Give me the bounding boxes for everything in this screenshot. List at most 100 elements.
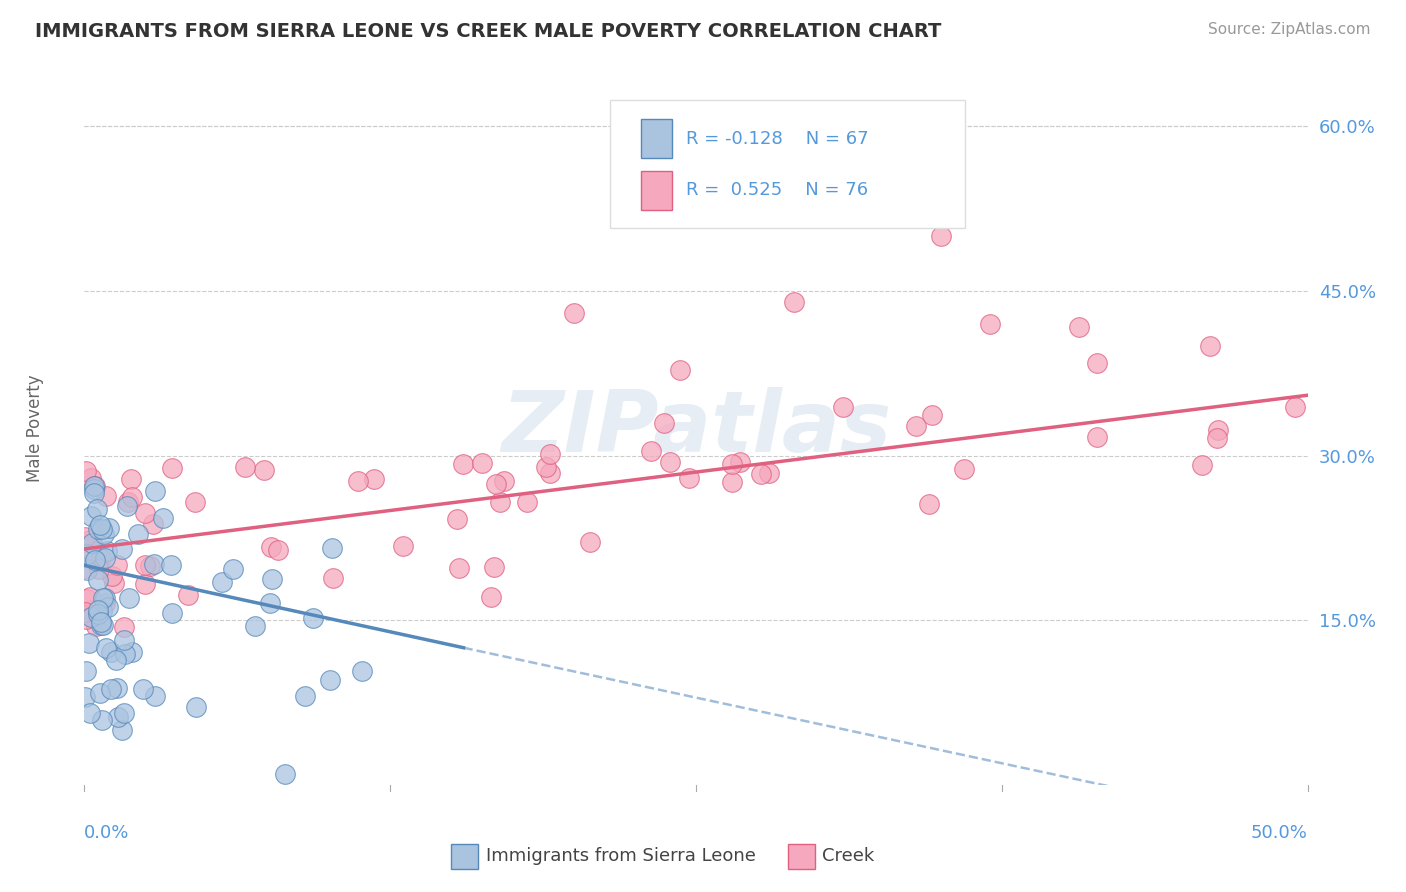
Point (121, 490, 143, 504)
Point (489, 495, 512, 509)
Point (77, 636, 100, 650)
Point (96, 544, 118, 558)
Point (1085, 430, 1108, 444)
Point (143, 689, 166, 703)
Point (103, 575, 125, 590)
Text: Male Poverty: Male Poverty (27, 375, 45, 482)
Point (100, 568, 122, 582)
Point (107, 709, 129, 723)
Point (534, 460, 557, 475)
FancyBboxPatch shape (451, 844, 478, 869)
Point (76, 563, 98, 577)
Point (1206, 424, 1229, 438)
Point (89, 517, 111, 532)
Point (484, 560, 506, 574)
Point (94, 489, 117, 503)
Point (114, 620, 136, 634)
Point (654, 416, 676, 430)
Point (75, 530, 97, 544)
Point (1198, 339, 1220, 353)
Point (94, 596, 117, 610)
FancyBboxPatch shape (787, 844, 814, 869)
Point (94, 591, 117, 605)
Point (322, 570, 344, 584)
Point (83, 486, 105, 500)
Point (91, 713, 114, 727)
Point (538, 467, 561, 481)
Point (82, 543, 104, 558)
Point (266, 543, 288, 558)
Point (479, 590, 502, 604)
FancyBboxPatch shape (610, 100, 965, 228)
Text: R = -0.128    N = 67: R = -0.128 N = 67 (686, 130, 869, 148)
Point (105, 681, 128, 696)
Point (921, 408, 943, 422)
Point (485, 476, 508, 491)
Point (904, 419, 927, 434)
Point (640, 443, 662, 458)
Point (669, 362, 692, 376)
Point (538, 447, 561, 461)
Point (79, 533, 101, 547)
Point (97, 600, 120, 615)
Point (91, 522, 114, 536)
Point (162, 606, 184, 620)
Point (211, 574, 233, 589)
Point (363, 472, 385, 486)
Point (720, 457, 742, 471)
Point (260, 540, 283, 554)
Point (134, 558, 156, 573)
Point (143, 484, 166, 499)
Point (86, 502, 108, 516)
Text: Creek: Creek (823, 847, 875, 865)
Point (186, 699, 208, 714)
Point (127, 526, 149, 541)
Point (658, 455, 681, 469)
Point (80, 603, 103, 617)
Point (104, 653, 127, 667)
Point (75, 464, 97, 478)
Point (1067, 320, 1090, 334)
Point (93, 591, 115, 606)
Text: ZIPatlas: ZIPatlas (501, 386, 891, 470)
Point (75, 690, 97, 704)
Point (105, 558, 128, 572)
Point (1284, 401, 1306, 415)
Point (87, 603, 110, 617)
Point (678, 471, 700, 485)
Point (117, 499, 139, 513)
Point (1085, 356, 1108, 370)
Point (94, 641, 117, 656)
Text: R =  0.525    N = 76: R = 0.525 N = 76 (686, 181, 869, 199)
Point (578, 535, 600, 549)
Point (321, 541, 343, 555)
Point (91, 604, 114, 618)
Point (134, 576, 156, 591)
Point (470, 456, 492, 470)
Point (352, 664, 374, 678)
Point (87, 607, 110, 621)
Point (93, 550, 115, 565)
Point (118, 591, 141, 605)
Point (749, 467, 772, 481)
Point (142, 557, 165, 571)
Point (134, 506, 156, 520)
Point (446, 512, 468, 526)
Text: 0.0%: 0.0% (84, 824, 129, 842)
Point (90, 550, 112, 565)
Point (1206, 431, 1229, 445)
Point (138, 559, 160, 574)
Point (302, 611, 325, 625)
Point (98, 521, 121, 535)
Point (90, 615, 112, 629)
Point (929, 229, 952, 244)
Point (917, 497, 939, 511)
Point (758, 466, 780, 480)
Point (73, 561, 96, 575)
Point (76, 547, 98, 561)
Point (117, 495, 139, 509)
Point (79, 706, 101, 720)
Point (262, 572, 284, 586)
Point (492, 475, 515, 489)
Point (177, 588, 200, 602)
